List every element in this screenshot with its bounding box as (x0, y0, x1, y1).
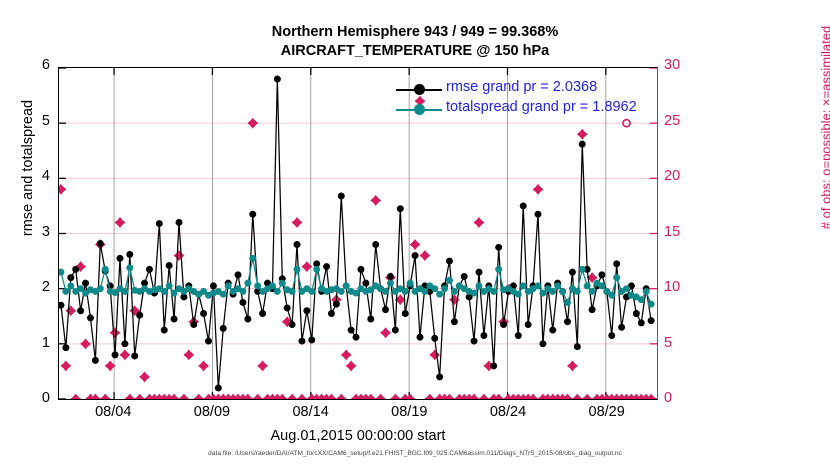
x-axis-label: Aug.01,2015 00:00:00 start (270, 428, 446, 444)
chart-gridlines (59, 68, 657, 399)
x-tick-08-19: 08/19 (391, 404, 428, 420)
page-title-line-2: AIRCRAFT_TEMPERATURE @ 150 hPa (280, 43, 550, 59)
y-right-tick-25: 25 (664, 112, 681, 129)
x-tick-08-24: 08/24 (489, 404, 527, 420)
y-right-tick-20: 20 (664, 168, 681, 184)
y-axis-right-label: # of obs: o=possible; ×=assimilated (818, 25, 830, 229)
y-left-tick-4: 4 (41, 168, 50, 184)
y-left-tick-1: 1 (41, 334, 50, 351)
y-left-tick-2: 2 (41, 279, 50, 295)
page-title-line-1: Northern Hemisphere 943 / 949 = 99.368% (271, 24, 559, 40)
legend-marker-totalspread (414, 104, 425, 115)
y-left-tick-0: 0 (41, 390, 50, 406)
y-right-tick-10: 10 (664, 279, 681, 295)
legend-entry-totalspread: totalspread grand pr = 1.8962 (396, 99, 652, 120)
y-right-tick-0: 0 (664, 390, 673, 406)
y-left-tick-3: 3 (41, 223, 50, 240)
x-tick-08-14: 08/14 (292, 404, 329, 420)
legend-label-totalspread: totalspread grand pr = 1.8962 (446, 99, 637, 115)
y-right-tick-5: 5 (664, 334, 673, 351)
y-left-tick-6: 6 (41, 57, 50, 73)
y-left-tick-5: 5 (41, 112, 50, 129)
legend-marker-rmse (414, 84, 425, 95)
data-file-footer: data file: /Users/raeder/DAI/ATM_forcXX/… (208, 450, 622, 457)
y-right-tick-15: 15 (664, 223, 681, 240)
chart-legend: rmse grand pr = 2.0368 totalspread grand… (396, 79, 652, 120)
chart-plot-area (58, 67, 658, 400)
legend-entry-rmse: rmse grand pr = 2.0368 (396, 79, 652, 100)
x-tick-08-04: 08/04 (95, 404, 132, 420)
legend-label-rmse: rmse grand pr = 2.0368 (446, 79, 598, 95)
x-tick-08-09: 08/09 (193, 404, 231, 420)
x-tick-08-29: 08/29 (588, 404, 625, 420)
chart-data-layer (59, 75, 657, 399)
y-right-tick-30: 30 (664, 57, 681, 73)
